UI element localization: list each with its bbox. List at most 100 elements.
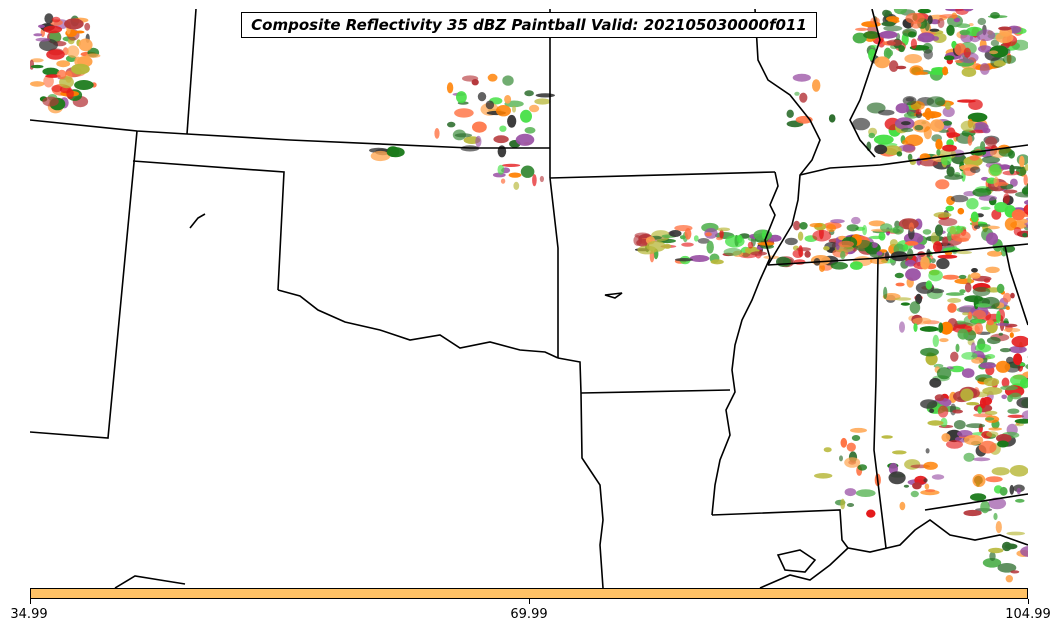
reflectivity-blob: [370, 150, 391, 162]
colorbar-tick-mid: [529, 599, 530, 604]
reflectivity-blob: [520, 109, 532, 123]
reflectivity-blob: [966, 402, 979, 406]
reflectivity-blob: [454, 108, 474, 118]
border-co-ne: [186, 9, 197, 135]
reflectivity-blob: [1023, 174, 1028, 186]
reflectivity-blob: [895, 282, 905, 287]
reflectivity-blob: [938, 218, 958, 226]
reflectivity-blob: [1026, 182, 1028, 187]
reflectivity-blob: [1026, 183, 1028, 190]
reflectivity-blob: [910, 38, 918, 49]
border-ms-al: [873, 257, 887, 549]
reflectivity-blob: [1013, 353, 1023, 366]
reflectivity-blob: [706, 240, 714, 254]
reflectivity-blob: [978, 440, 997, 454]
reflectivity-blob: [1016, 397, 1028, 409]
border-tx-la: [580, 392, 604, 588]
reflectivity-blob: [819, 263, 825, 272]
colorbar-label-min: 34.99: [10, 607, 48, 622]
border-ok-panhandle: [277, 289, 559, 359]
reflectivity-blob: [950, 403, 957, 416]
reflectivity-blob: [30, 58, 44, 63]
reflectivity-blob: [982, 386, 1003, 395]
reflectivity-blob: [884, 251, 890, 262]
reflectivity-blob: [1024, 164, 1028, 171]
reflectivity-blob: [970, 342, 976, 354]
reflectivity-blob: [999, 348, 1012, 353]
reflectivity-blob: [964, 282, 972, 293]
reflectivity-blob: [919, 326, 939, 332]
border-ar-la: [580, 389, 731, 394]
reflectivity-blob: [886, 39, 903, 46]
reflectivity-blob: [863, 31, 880, 39]
reflectivity-blob: [930, 288, 945, 294]
reflectivity-blob: [85, 53, 101, 58]
reflectivity-blob: [1024, 199, 1028, 206]
reflectivity-blob: [499, 125, 507, 132]
reflectivity-blob: [978, 45, 992, 53]
reflectivity-blob: [710, 259, 724, 265]
reflectivity-blob: [967, 112, 988, 123]
reflectivity-blob: [946, 24, 955, 36]
reflectivity-blob: [953, 420, 966, 430]
reflectivity-blob: [75, 30, 85, 34]
reflectivity-blob: [826, 224, 837, 232]
reflectivity-blob: [786, 109, 794, 119]
reflectivity-blob: [978, 195, 998, 201]
reflectivity-blob: [940, 155, 952, 166]
reflectivity-blob: [386, 147, 405, 158]
reflectivity-blob: [928, 269, 943, 282]
reflectivity-blob: [1007, 408, 1020, 414]
reflectivity-blob: [1004, 217, 1018, 231]
reflectivity-blob: [924, 19, 930, 31]
reflectivity-blob: [952, 409, 963, 414]
reflectivity-blob: [1016, 224, 1027, 228]
reflectivity-blob: [851, 435, 861, 441]
reflectivity-blob: [995, 322, 1011, 326]
reflectivity-blob: [684, 228, 692, 240]
reflectivity-blob: [1022, 232, 1028, 238]
reflectivity-blob: [434, 127, 440, 139]
reflectivity-blob: [941, 433, 951, 442]
reflectivity-blob: [909, 301, 921, 314]
reflectivity-blob: [1003, 189, 1018, 194]
border-ky-tn: [799, 144, 1028, 176]
border-az-nm: [30, 130, 138, 439]
reflectivity-blob: [1005, 306, 1010, 310]
reflectivity-blob: [897, 144, 916, 152]
reflectivity-blob: [996, 433, 1012, 443]
reflectivity-blob: [64, 18, 84, 30]
reflectivity-blob: [869, 235, 884, 240]
reflectivity-blob: [873, 134, 894, 145]
reflectivity-blob: [1001, 394, 1007, 400]
reflectivity-blob: [534, 98, 551, 105]
reflectivity-blob: [967, 134, 973, 146]
reflectivity-blob: [923, 461, 938, 470]
mississippi-river: [711, 171, 779, 516]
reflectivity-blob: [925, 280, 933, 290]
reflectivity-blob: [855, 489, 876, 497]
reflectivity-blob: [963, 47, 971, 58]
reflectivity-blob: [993, 512, 998, 521]
reflectivity-blob: [985, 232, 999, 245]
reflectivity-blob: [66, 88, 74, 100]
reflectivity-blob: [1011, 335, 1028, 348]
reflectivity-blob: [933, 212, 952, 218]
reflectivity-blob: [1005, 575, 1013, 583]
reflectivity-blob: [888, 471, 906, 485]
mexico-border-bits: [114, 575, 186, 588]
reflectivity-blob: [950, 194, 969, 203]
reflectivity-blob: [960, 388, 974, 402]
reflectivity-blob: [985, 266, 1000, 273]
reflectivity-blob: [1009, 465, 1028, 477]
reflectivity-blob: [981, 156, 1001, 164]
reflectivity-blob: [988, 427, 1003, 431]
reflectivity-blob: [979, 362, 997, 369]
reflectivity-blob: [823, 447, 832, 453]
reflectivity-blob: [35, 37, 51, 42]
reflectivity-blob: [932, 241, 943, 253]
reflectivity-blob: [679, 235, 686, 240]
reflectivity-blob: [868, 220, 886, 227]
reflectivity-blob: [989, 163, 1002, 176]
